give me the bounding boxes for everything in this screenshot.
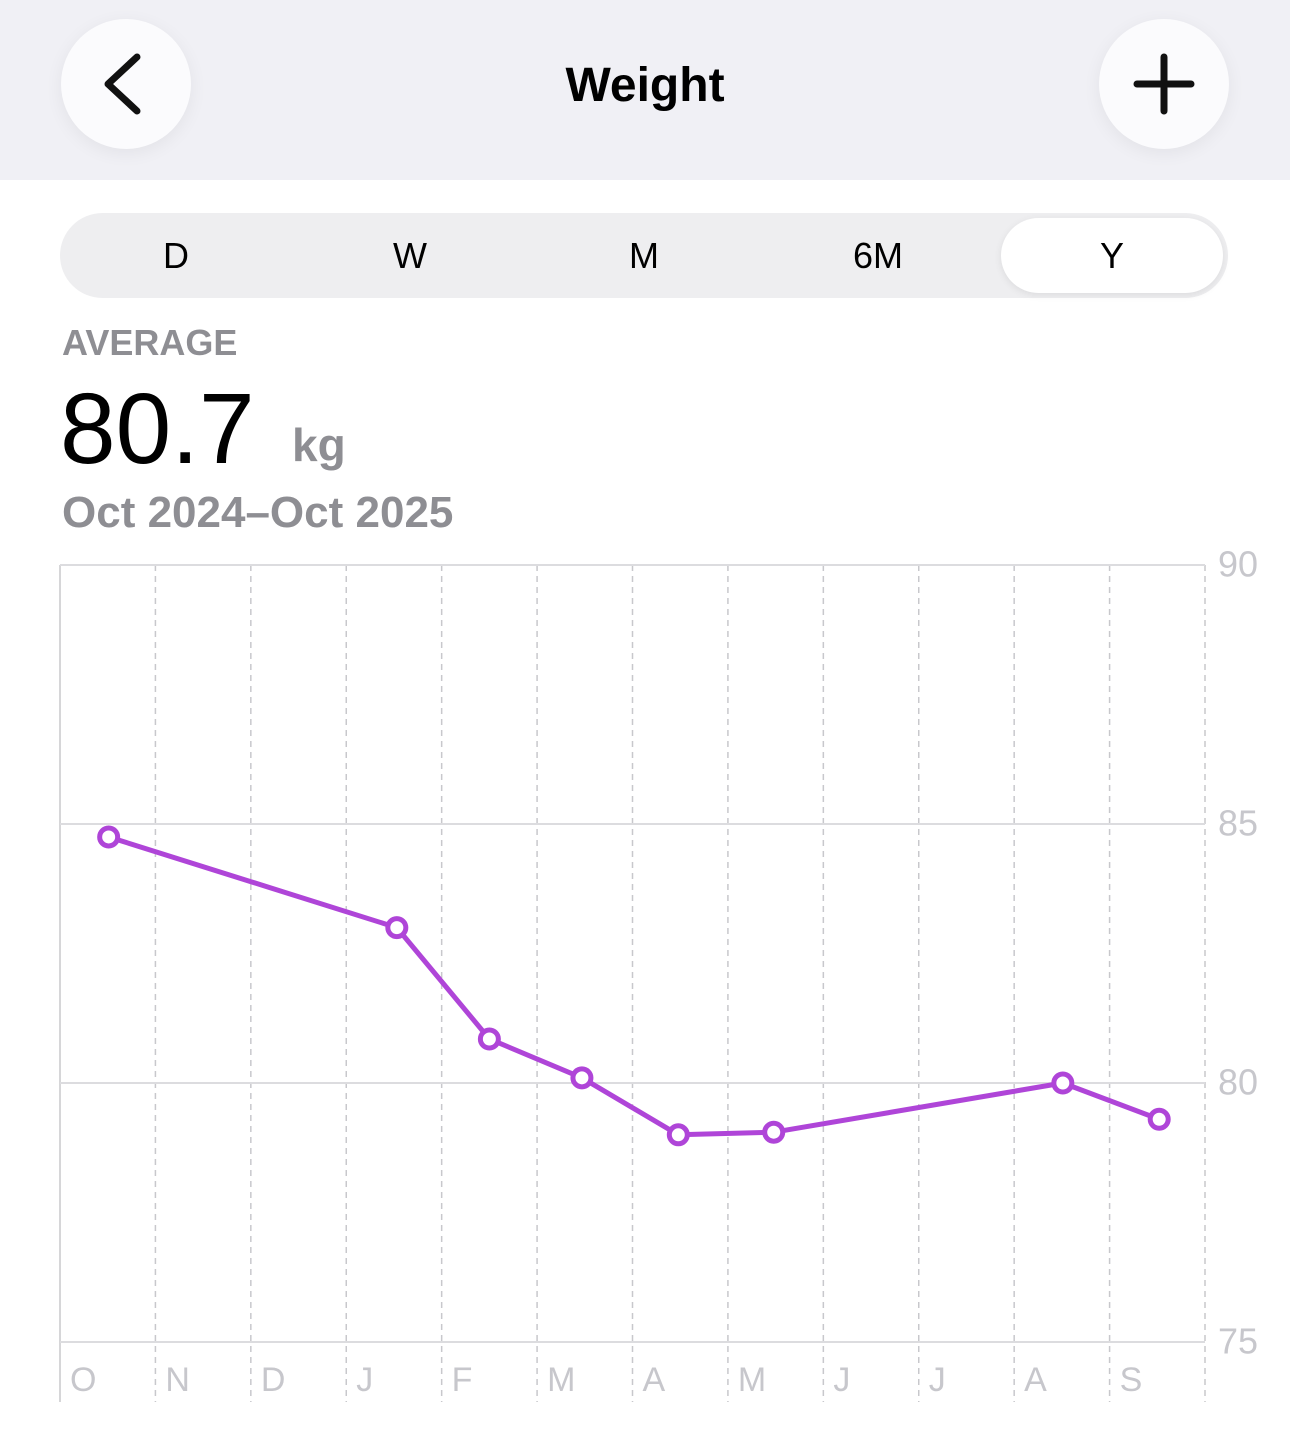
data-point: [570, 1066, 594, 1090]
y-tick-label: 80: [1218, 1062, 1258, 1103]
nav-bar: Weight: [0, 0, 1290, 180]
data-point: [666, 1123, 690, 1147]
segment[interactable]: 6M: [852, 235, 903, 276]
segment[interactable]: D: [163, 235, 189, 276]
data-point: [97, 825, 121, 849]
back-button[interactable]: [61, 19, 191, 149]
average-value: 80.7: [60, 373, 255, 485]
average-label: AVERAGE: [62, 322, 238, 363]
segmented-control: D W M 6M Y: [60, 213, 1228, 298]
data-point: [762, 1120, 786, 1144]
x-tick-label: A: [1024, 1361, 1047, 1399]
data-point: [385, 916, 409, 940]
x-tick-label: D: [261, 1361, 286, 1399]
x-tick-label: J: [929, 1361, 946, 1399]
data-point: [477, 1027, 501, 1051]
title: Weight: [565, 59, 725, 112]
x-tick-label: S: [1120, 1361, 1143, 1399]
chart: O N D J F M A M J J A S 75 80 85 90: [59, 544, 1258, 1402]
segment[interactable]: W: [393, 235, 427, 276]
average-unit: kg: [292, 419, 346, 471]
x-tick-label: M: [547, 1361, 575, 1399]
segment[interactable]: M: [629, 235, 659, 276]
y-tick-label: 75: [1218, 1321, 1258, 1362]
data-point: [1147, 1107, 1171, 1131]
segment[interactable]: Y: [1001, 218, 1223, 293]
x-tick-label: N: [165, 1361, 190, 1399]
add-button[interactable]: [1099, 19, 1229, 149]
data-point: [1051, 1071, 1075, 1095]
x-tick-label: F: [452, 1361, 473, 1399]
back-icon: [104, 53, 141, 115]
y-tick-label: 90: [1218, 544, 1258, 585]
weight-line: [107, 834, 1161, 1138]
x-tick-label: J: [833, 1361, 850, 1399]
x-tick-label: O: [70, 1361, 96, 1399]
y-tick-label: 85: [1218, 803, 1258, 844]
x-tick-label: A: [643, 1361, 666, 1399]
date-range: Oct 2024–Oct 2025: [62, 488, 454, 537]
add-icon: [1133, 53, 1195, 115]
x-tick-label: M: [738, 1361, 766, 1399]
x-tick-label: J: [356, 1361, 373, 1399]
